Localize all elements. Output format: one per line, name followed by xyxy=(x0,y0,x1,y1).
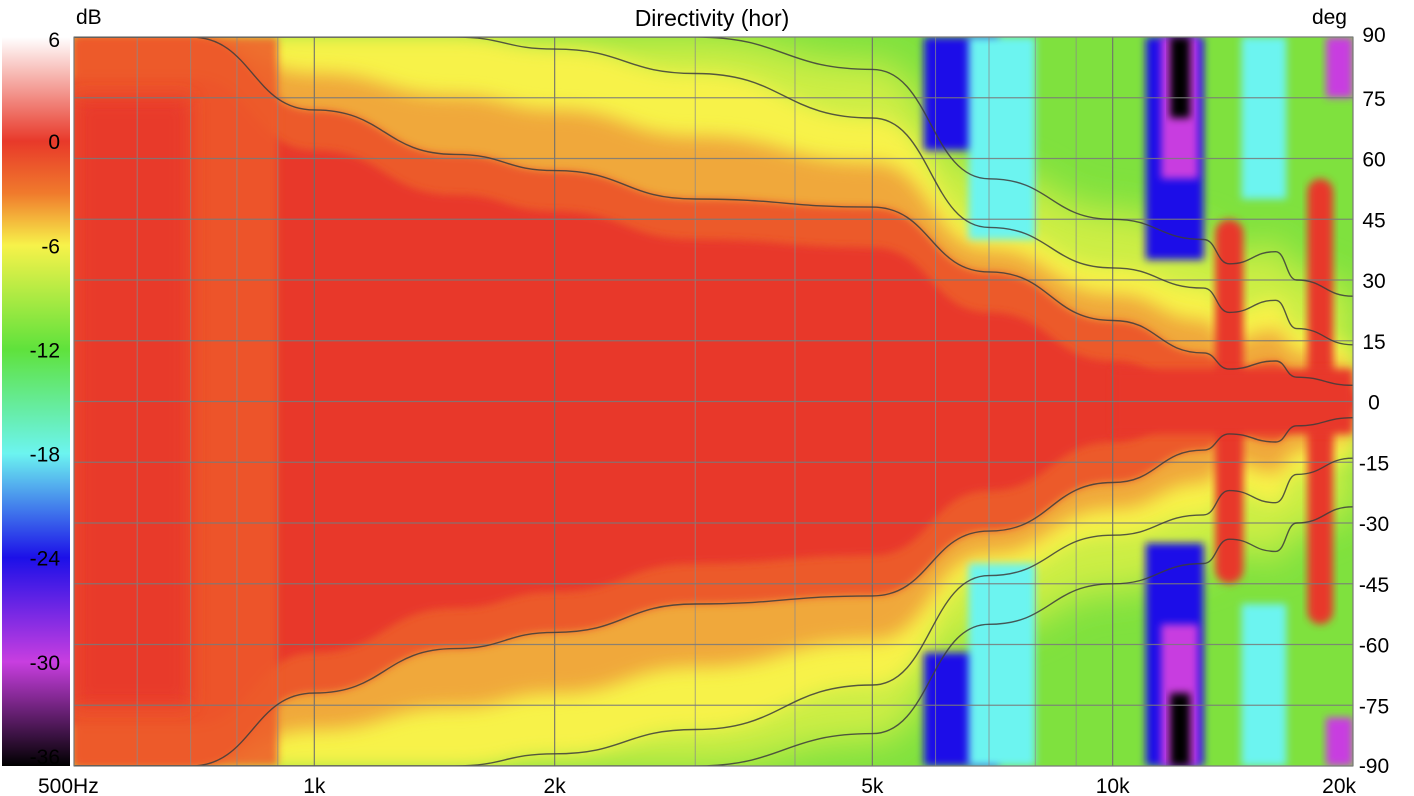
plot-frame xyxy=(73,36,1354,767)
color-scale-unit: dB xyxy=(76,6,102,29)
color-scale-tick-label: 6 xyxy=(48,29,60,52)
y-axis-tick-label: -45 xyxy=(1359,574,1389,597)
y-axis-tick-label: -30 xyxy=(1359,513,1389,536)
heatmap-cyan-7k-bottom xyxy=(968,563,1036,766)
heatmap-black-12k-bottom xyxy=(1170,693,1191,766)
x-axis-tick-label: 10k xyxy=(1096,775,1130,796)
heatmap-purple-20k-top xyxy=(1325,37,1353,98)
heatmap-cyan-15k-bottom xyxy=(1241,604,1287,766)
color-scale-tick-label: -36 xyxy=(30,746,60,769)
y-axis-ticks: 90 75 60 45 30 15 0 -15 -30 -45 -60 -75 -90 xyxy=(1359,24,1389,778)
contour-minus9db xyxy=(74,37,1353,297)
contour-minus9db xyxy=(74,506,1353,766)
y-axis-tick-label: -60 xyxy=(1359,635,1389,658)
color-scale-tick-label: -24 xyxy=(30,548,61,571)
color-scale-tick-label: -30 xyxy=(30,652,60,675)
heatmap-cyan-15k-top xyxy=(1241,37,1287,199)
y-axis-tick-label: 45 xyxy=(1362,209,1385,232)
x-axis-tick-label: 5k xyxy=(861,775,884,796)
color-scale-bar xyxy=(2,37,70,766)
x-axis-tick-label: 20k xyxy=(1322,775,1356,796)
y-axis-tick-label: 15 xyxy=(1362,331,1385,354)
y-axis-tick-label: 0 xyxy=(1368,392,1380,415)
color-scale-tick-label: -6 xyxy=(41,235,60,258)
contour-minus6db xyxy=(74,37,1353,346)
x-axis-tick-label: 2k xyxy=(544,775,567,796)
heatmap-purple-20k-bottom xyxy=(1325,717,1353,766)
color-scale-tick-label: 0 xyxy=(48,131,60,154)
heatmap-black-12k-top xyxy=(1170,37,1191,118)
contour-minus3db xyxy=(74,417,1353,766)
y-axis-unit: deg xyxy=(1312,6,1347,29)
heatmap-cyan-7k-top xyxy=(968,37,1036,240)
chart-title: Directivity (hor) xyxy=(635,5,790,31)
y-axis-tick-label: -15 xyxy=(1359,452,1389,475)
x-axis-tick-label: 1k xyxy=(303,775,326,796)
color-scale-tick-label: -18 xyxy=(30,444,60,467)
x-axis-tick-label: 500Hz xyxy=(38,775,99,796)
contour-minus3db xyxy=(74,37,1353,386)
color-scale-ticks: 6 0 -6 -12 -18 -24 -30 -36 xyxy=(30,29,61,769)
y-axis-tick-label: 60 xyxy=(1362,149,1385,172)
color-scale-gradient xyxy=(2,37,70,766)
y-axis-tick-label: 75 xyxy=(1362,88,1385,111)
y-axis-tick-label: 90 xyxy=(1362,24,1385,47)
color-scale-tick-label: -12 xyxy=(30,339,60,362)
x-axis-ticks: 500Hz 1k 2k 5k 10k 20k xyxy=(38,775,1356,796)
y-axis-tick-label: -75 xyxy=(1359,695,1389,718)
y-axis-tick-label: -90 xyxy=(1359,755,1389,778)
y-axis-tick-label: 30 xyxy=(1362,270,1385,293)
